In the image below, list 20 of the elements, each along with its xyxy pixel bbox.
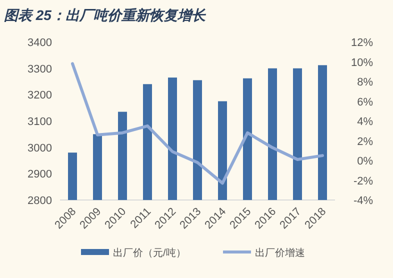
line-series bbox=[71, 62, 324, 185]
y2-tick-label: 0% bbox=[357, 156, 374, 168]
y2-tick-label: 6% bbox=[357, 96, 374, 108]
y-tick-label: 3100 bbox=[28, 116, 52, 128]
y-tick-label: 3000 bbox=[28, 142, 52, 154]
y-tick-label: 2900 bbox=[28, 168, 52, 181]
y-tick-label: 2800 bbox=[28, 195, 52, 207]
y2-tick-label: 10% bbox=[350, 56, 374, 69]
y2-tick-label: 12% bbox=[350, 37, 374, 49]
y-tick-label: 3400 bbox=[28, 37, 52, 49]
y2-tick-label: -2% bbox=[353, 175, 374, 188]
legend-label: 出厂价增速 bbox=[255, 247, 305, 259]
legend-label: 出厂价（元/吨） bbox=[113, 247, 186, 259]
y-tick-label: 3200 bbox=[28, 90, 52, 102]
chart-title: 图表 25：出厂吨价重新恢复增长 bbox=[4, 7, 206, 23]
y2-tick-label: -4% bbox=[353, 195, 374, 207]
y2-tick-label: 8% bbox=[357, 76, 374, 88]
y-tick-label: 3300 bbox=[28, 63, 52, 76]
y2-tick-label: 4% bbox=[357, 116, 374, 128]
y2-tick-label: 2% bbox=[357, 136, 374, 148]
